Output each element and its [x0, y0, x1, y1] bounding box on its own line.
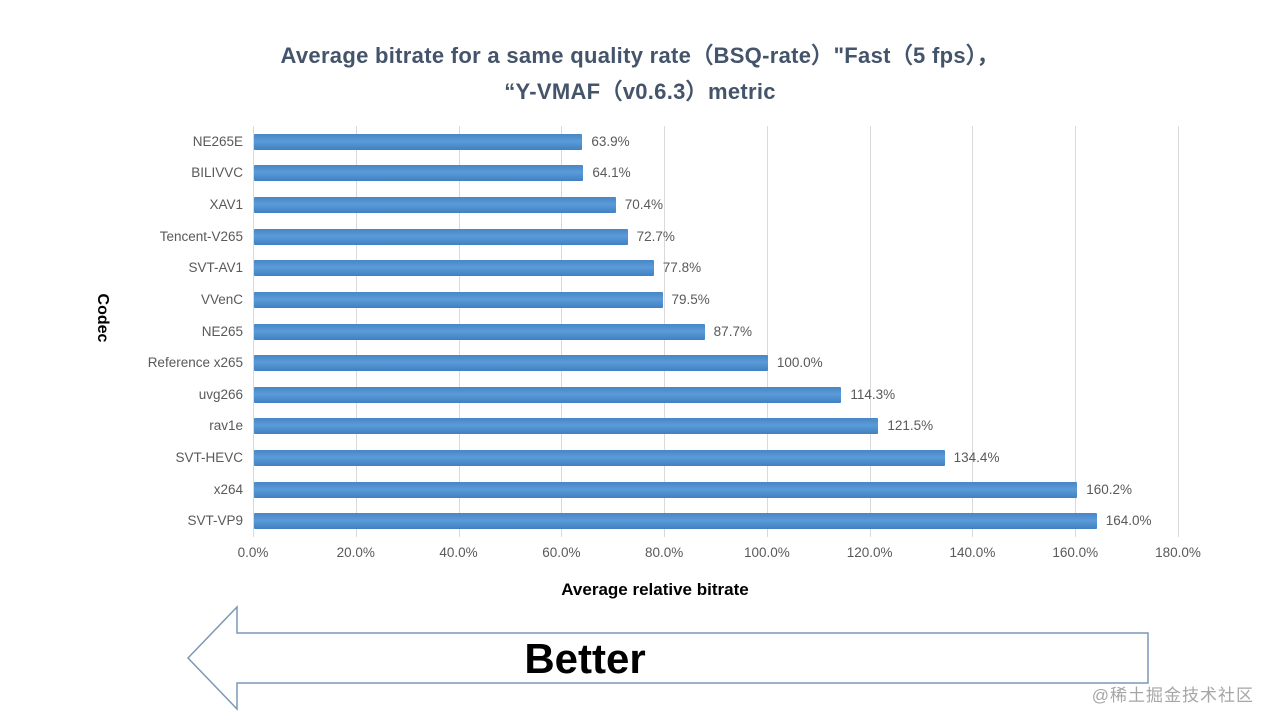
category-label: VVenC [200, 291, 243, 307]
bar-value-label: 72.7% [636, 228, 675, 244]
gridline [1075, 126, 1077, 537]
bar [254, 418, 879, 435]
chart-title-line1: Average bitrate for a same quality rate（… [280, 43, 1000, 68]
watermark: @稀土掘金技术社区 [1091, 686, 1254, 705]
bar-value-label: 121.5% [887, 418, 934, 434]
better-arrow-shape [186, 605, 1149, 711]
x-tick-label: 20.0% [336, 545, 375, 560]
bar [254, 260, 654, 277]
x-tick-label: 140.0% [949, 545, 996, 560]
bar-value-label: 63.9% [591, 133, 630, 149]
bar-value-label: 79.5% [671, 291, 710, 307]
x-tick-label: 60.0% [542, 545, 581, 560]
category-label: Reference x265 [147, 355, 243, 371]
bar-value-label: 100.0% [776, 355, 823, 371]
bar [254, 228, 628, 245]
better-arrow: Better [186, 605, 1149, 711]
x-tick-label: 40.0% [439, 545, 478, 560]
chart-title: Average bitrate for a same quality rate（… [0, 38, 1280, 110]
category-label: uvg266 [198, 386, 243, 402]
x-tick-label: 80.0% [644, 545, 684, 560]
bar-value-label: 160.2% [1086, 481, 1133, 497]
x-tick-label: 160.0% [1052, 545, 1099, 560]
bar [254, 291, 663, 308]
better-label: Better [524, 635, 645, 682]
category-label: SVT-AV1 [188, 260, 243, 276]
bar-value-label: 77.8% [662, 260, 702, 276]
category-label: NE265 [201, 323, 243, 339]
bar-value-label: 114.3% [850, 386, 896, 402]
bar [254, 133, 583, 150]
x-tick-label: 0.0% [237, 545, 269, 560]
bar [254, 165, 584, 182]
bar [254, 197, 616, 214]
bar-value-label: 134.4% [953, 449, 1000, 465]
bar [254, 323, 705, 340]
category-label: NE265E [192, 133, 243, 149]
category-label: SVT-HEVC [175, 449, 243, 465]
category-label: Tencent-V265 [159, 228, 243, 244]
category-label: rav1e [209, 418, 243, 434]
category-label: XAV1 [209, 197, 243, 213]
category-label: x264 [213, 481, 243, 497]
bar [254, 513, 1097, 530]
gridline [1178, 126, 1179, 537]
gridline [972, 126, 974, 537]
chart-title-line2: “Y-VMAF（v0.6.3）metric [504, 79, 776, 104]
x-tick-label: 100.0% [743, 545, 790, 560]
bar-value-label: 164.0% [1105, 513, 1152, 529]
gridline [869, 126, 871, 537]
category-label: SVT-VP9 [187, 513, 243, 529]
category-label: BILIVVC [191, 165, 243, 181]
bar-value-label: 64.1% [592, 165, 631, 181]
bar-value-label: 70.4% [624, 197, 664, 213]
bar-value-label: 87.7% [713, 323, 752, 339]
x-tick-label: 120.0% [846, 545, 893, 560]
x-axis-title: Average relative bitrate [561, 580, 749, 599]
y-axis-title: Codec [94, 293, 111, 343]
bar [254, 449, 945, 466]
gridline [253, 126, 254, 537]
bar [254, 481, 1078, 498]
bar [254, 355, 768, 372]
x-tick-label: 180.0% [1155, 545, 1201, 560]
bar [254, 386, 842, 403]
gridline [766, 126, 768, 537]
